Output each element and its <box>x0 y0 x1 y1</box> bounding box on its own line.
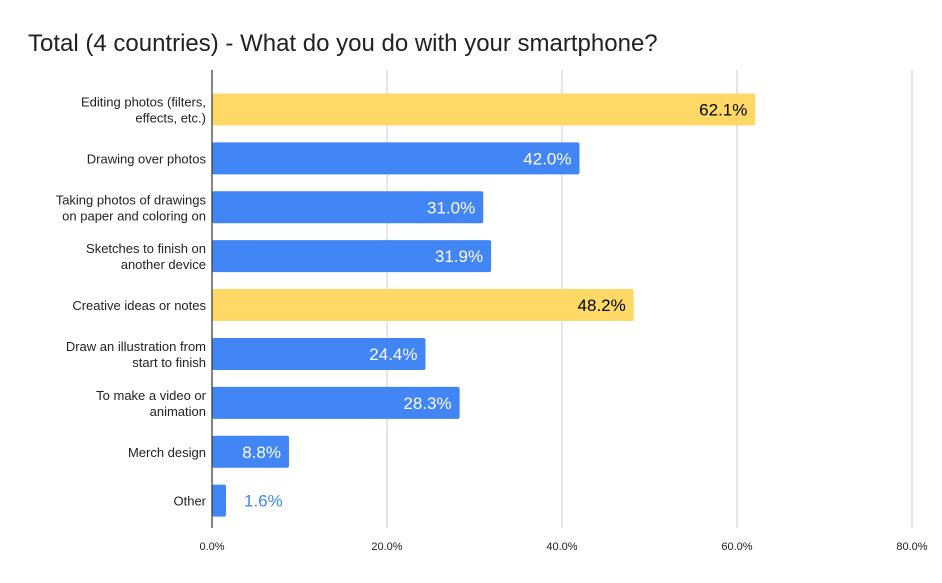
x-tick-label: 80.0% <box>896 541 927 553</box>
category-label: Sketches to finish on another device <box>86 241 206 272</box>
bar <box>212 93 756 126</box>
bar <box>212 386 460 419</box>
data-label: 42.0% <box>523 149 571 168</box>
data-label: 24.4% <box>369 345 417 364</box>
category-label-line: Drawing over photos <box>87 151 207 166</box>
data-label: 28.3% <box>403 394 451 413</box>
bar <box>212 484 226 517</box>
data-label: 31.9% <box>435 247 483 266</box>
category-label: Drawing over photos <box>87 151 207 166</box>
data-label: 48.2% <box>578 296 626 315</box>
x-tick-label: 40.0% <box>546 541 577 553</box>
x-tick-label: 20.0% <box>371 541 402 553</box>
category-label-line: start to finish <box>132 355 206 370</box>
data-label: 31.0% <box>427 198 475 217</box>
category-label: Editing photos (filters, effects, etc.) <box>81 94 206 125</box>
category-label-line: Taking photos of drawings <box>56 192 207 207</box>
category-label: Taking photos of drawings on paper and co… <box>56 192 207 223</box>
category-label-line: Creative ideas or notes <box>72 298 206 313</box>
category-label-line: To make a video or <box>96 388 207 403</box>
x-tick-label: 60.0% <box>721 541 752 553</box>
data-label: 62.1% <box>699 100 747 119</box>
chart-title: Total (4 countries) - What do you do wit… <box>28 30 658 57</box>
bar <box>212 240 492 273</box>
bar <box>212 337 426 370</box>
category-label: Creative ideas or notes <box>72 298 206 313</box>
bar <box>212 435 289 468</box>
category-label-line: Merch design <box>128 445 206 460</box>
bar <box>212 191 484 224</box>
bar <box>212 142 580 175</box>
x-tick-label: 0.0% <box>199 541 224 553</box>
category-label-line: another device <box>121 257 206 272</box>
category-label-line: Other <box>173 494 206 509</box>
bar <box>212 289 634 322</box>
category-label: Other <box>173 494 206 509</box>
category-label: Draw an illustration from start to finish <box>66 339 206 370</box>
category-label: To make a video or animation <box>96 388 207 419</box>
category-label-line: on paper and coloring on <box>62 208 206 223</box>
category-label-line: Draw an illustration from <box>66 339 206 354</box>
category-label-line: animation <box>150 404 206 419</box>
data-label: 8.8% <box>242 443 281 462</box>
data-label: 1.6% <box>244 492 283 511</box>
category-label-line: Sketches to finish on <box>86 241 206 256</box>
category-label-line: Editing photos (filters, <box>81 94 206 109</box>
category-label: Merch design <box>128 445 206 460</box>
category-label-line: effects, etc.) <box>135 110 206 125</box>
